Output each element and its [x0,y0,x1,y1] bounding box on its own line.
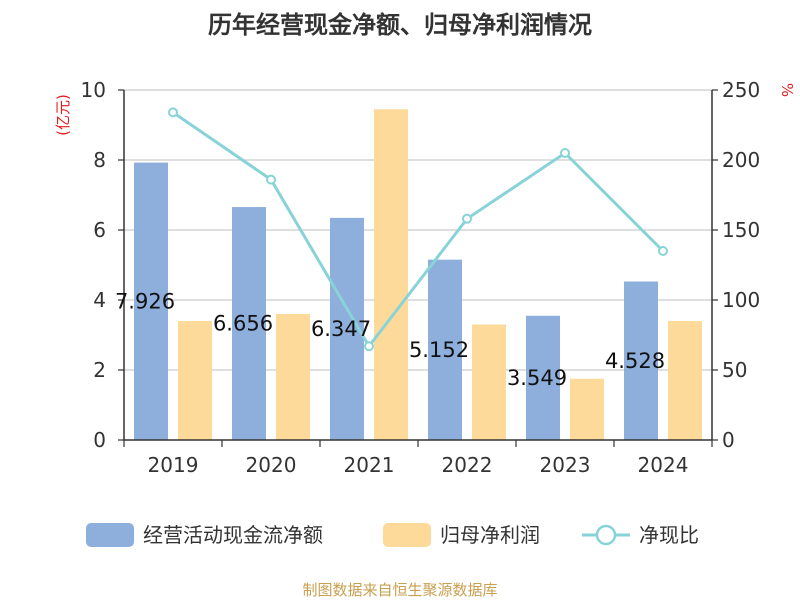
data-label-cash-flow: 4.528 [605,349,665,373]
line-point-2021 [364,341,374,352]
legend-marker-line [595,524,617,546]
bar-marks [134,109,702,440]
data-label-cash-flow: 5.152 [409,338,469,362]
line-point-2020 [266,174,276,185]
y2-tick-label: 250 [722,78,760,102]
legend-swatch-cash-flow [86,523,134,547]
bar-net-profit-2023 [570,378,604,440]
y-tick-label: 2 [93,358,106,382]
bar-net-profit-2020 [276,314,310,440]
x-tick-labels: 2019 2020 2021 2022 2023 2024 [148,453,689,477]
line-point-2023 [560,148,570,158]
x-tick-label: 2020 [246,453,297,477]
y2-axis-label: % [778,83,796,97]
data-label-cash-flow: 6.347 [311,317,371,341]
legend: 经营活动现金流净额 归母净利润 净现比 [86,523,699,547]
data-labels: 7.926 6.656 6.347 5.152 3.549 4.528 [115,289,665,390]
x-tick-label: 2019 [148,453,199,477]
y-tick-label: 4 [93,288,106,312]
line-series [168,107,668,352]
legend-label-net-profit: 归母净利润 [440,523,540,547]
y-tick-labels: 0 2 4 6 8 10 [81,78,106,452]
bar-cash-flow-2022 [428,259,462,440]
axes [123,90,713,447]
bar-net-profit-2022 [472,324,506,440]
y-axis-label: (亿元) [54,94,72,136]
y2-tick-label: 200 [722,148,760,172]
source-note: 制图数据来自恒生聚源数据库 [302,581,497,599]
data-label-cash-flow: 7.926 [115,289,175,313]
data-label-cash-flow: 6.656 [213,312,273,336]
bar-cash-flow-2024 [624,281,658,440]
line-cash-ratio [172,111,665,349]
bar-cash-flow-2019 [134,162,168,440]
y-tick-label: 6 [93,218,106,242]
y-tick-label: 8 [93,148,106,172]
legend-swatch-net-profit [383,523,431,547]
line-point-2019 [168,107,178,118]
y-tick-label: 0 [93,428,106,452]
legend-label-cash-flow: 经营活动现金流净额 [143,523,323,547]
bar-net-profit-2024 [668,321,702,440]
x-tick-label: 2024 [638,453,689,477]
x-tick-label: 2023 [540,453,591,477]
data-label-cash-flow: 3.549 [507,366,567,390]
x-tick-label: 2022 [442,453,493,477]
bar-net-profit-2021 [374,109,408,440]
y2-tick-labels: 0 50 100 150 200 250 [722,78,760,452]
x-tick-label: 2021 [344,453,395,477]
chart-title: 历年经营现金净额、归母净利润情况 [208,11,592,39]
line-point-2022 [462,213,472,224]
y2-tick-label: 50 [722,358,747,382]
bar-net-profit-2019 [178,321,212,440]
legend-label-cash-ratio: 净现比 [639,523,699,547]
line-point-2024 [658,246,668,256]
gridlines [118,89,718,441]
y2-tick-label: 0 [722,428,735,452]
bar-cash-flow-2023 [526,315,560,440]
y2-tick-label: 100 [722,288,760,312]
bar-cash-flow-2020 [232,207,266,440]
y2-tick-label: 150 [722,218,760,242]
y-tick-label: 10 [81,78,106,102]
